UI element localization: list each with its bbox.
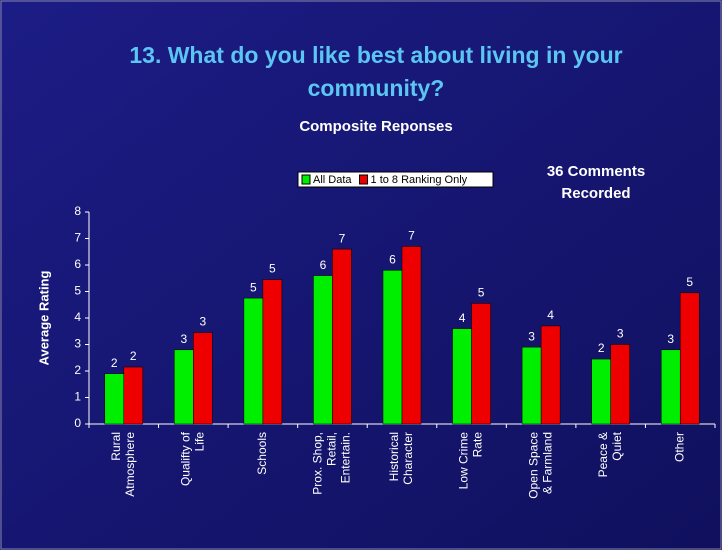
value-label: 4 — [547, 308, 554, 322]
value-label: 7 — [339, 231, 346, 245]
value-label: 6 — [320, 258, 327, 272]
bar — [591, 358, 611, 425]
x-tick-label: Open Space — [526, 432, 540, 499]
value-label: 2 — [598, 341, 605, 355]
y-tick-label: 6 — [74, 257, 81, 271]
legend-swatch — [359, 174, 369, 185]
y-tick-label: 3 — [74, 337, 81, 351]
y-tick-label: 0 — [74, 416, 81, 430]
bar — [660, 349, 681, 425]
value-label: 3 — [528, 329, 535, 343]
value-label: 3 — [180, 332, 187, 346]
legend-label: All Data — [313, 174, 352, 186]
value-label: 5 — [269, 262, 276, 276]
value-label: 5 — [250, 280, 257, 294]
x-tick-label: Low Crime — [457, 432, 471, 490]
x-tick-label: Entertain. — [339, 432, 353, 483]
value-label: 5 — [686, 275, 693, 289]
annotation: Recorded — [561, 185, 630, 202]
y-axis-label: Average Rating — [36, 271, 51, 366]
x-tick-label: Schools — [255, 432, 269, 475]
x-tick-label: Life — [193, 432, 207, 452]
bar — [452, 328, 472, 425]
bar — [610, 344, 630, 425]
bar — [313, 275, 333, 425]
bar — [382, 270, 403, 425]
x-tick-label: Quiet — [610, 431, 624, 460]
y-tick-label: 5 — [74, 284, 81, 298]
value-label: 5 — [478, 286, 485, 300]
value-label: 3 — [617, 327, 624, 341]
value-label: 6 — [389, 252, 396, 266]
x-tick-label: Retail, — [325, 432, 339, 466]
bar — [679, 292, 700, 425]
x-tick-label: Prox. Shop, — [311, 432, 325, 495]
x-tick-label: Character — [401, 432, 415, 485]
bar — [332, 248, 352, 425]
x-tick-label: Atmosphere — [123, 432, 137, 497]
bar — [123, 366, 144, 425]
x-tick-label: & Farmland — [540, 432, 554, 494]
x-tick-label: Historical — [387, 432, 401, 481]
value-label: 3 — [667, 332, 674, 346]
x-tick-label: Qualifty of — [179, 431, 193, 486]
annotation: 36 Comments — [547, 163, 645, 180]
bar — [262, 279, 283, 425]
x-tick-label: Rate — [471, 432, 485, 458]
y-tick-label: 2 — [74, 363, 81, 377]
chart-title: 13. What do you like best about living i… — [129, 42, 622, 68]
bar — [540, 325, 561, 425]
chart-subtitle: Composite Reponses — [299, 118, 452, 135]
bar — [174, 349, 194, 425]
x-tick-label: Peace & — [596, 432, 610, 477]
x-tick-label: Other — [672, 432, 686, 462]
bar — [521, 346, 542, 425]
y-tick-label: 7 — [74, 231, 81, 245]
bar — [243, 297, 264, 425]
chart-title: community? — [308, 75, 445, 101]
legend — [297, 171, 494, 188]
y-tick-label: 4 — [74, 310, 81, 324]
y-tick-label: 8 — [74, 204, 81, 218]
y-tick-label: 1 — [74, 390, 81, 404]
value-label: 2 — [111, 356, 118, 370]
bar — [104, 373, 125, 425]
value-label: 2 — [130, 349, 137, 363]
bar — [193, 332, 213, 425]
legend-swatch — [301, 174, 311, 185]
bar — [401, 246, 422, 425]
x-tick-label: Rural — [109, 432, 123, 461]
bar — [471, 303, 491, 425]
value-label: 7 — [408, 229, 415, 243]
value-label: 3 — [199, 315, 206, 329]
legend-label: 1 to 8 Ranking Only — [371, 174, 468, 186]
value-label: 4 — [459, 311, 466, 325]
